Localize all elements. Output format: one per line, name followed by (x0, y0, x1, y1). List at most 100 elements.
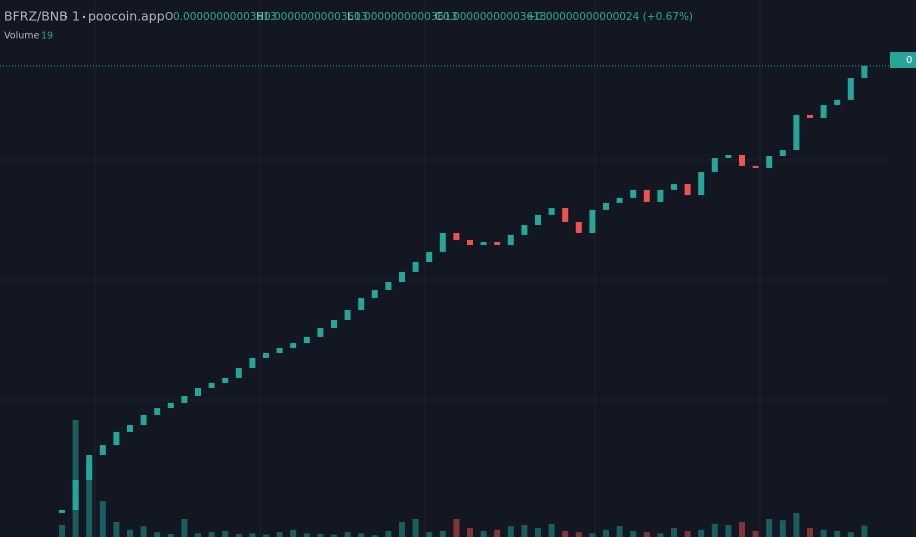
candle (208, 382, 215, 389)
volume-bar (331, 534, 337, 537)
volume-bar (834, 531, 841, 537)
volume-bar (399, 522, 405, 537)
volume-bar (643, 532, 650, 537)
ohlc-key: L (347, 11, 353, 23)
candle (820, 105, 827, 119)
candle (793, 114, 800, 151)
candle (371, 290, 378, 299)
candle (603, 202, 609, 210)
volume-bar (358, 533, 365, 537)
volume-bar (371, 535, 378, 537)
candle (480, 241, 487, 246)
candle (303, 336, 310, 344)
volume-bar (195, 533, 201, 537)
candle (467, 240, 473, 246)
volume-bar (249, 533, 256, 537)
candle (113, 431, 120, 446)
candle (290, 343, 297, 349)
volume-bar (99, 501, 106, 537)
candle (99, 445, 106, 455)
candle (317, 327, 324, 337)
candle (426, 251, 433, 262)
volume-bar (167, 534, 174, 537)
price-label-box (890, 52, 916, 68)
candle (630, 189, 637, 198)
candle (59, 509, 65, 513)
volume-bar (181, 519, 188, 537)
ohlc-value: 0.00000000003613 (173, 11, 277, 23)
candle (453, 233, 460, 241)
ohlc-key: C (435, 11, 442, 23)
volume-bar (86, 465, 93, 537)
volume-bar (154, 532, 161, 537)
candle (195, 388, 201, 397)
candle (331, 319, 337, 328)
candle (494, 241, 501, 246)
candle (711, 158, 718, 172)
ohlc-key: H (256, 11, 264, 23)
volume-bar (385, 531, 392, 537)
candle (127, 425, 133, 432)
volume-bar (684, 531, 691, 537)
candle (684, 183, 691, 196)
volume-bar (317, 534, 324, 537)
candle (222, 377, 229, 383)
volume-label: Volume (4, 31, 39, 42)
candle (181, 396, 188, 403)
candle (249, 357, 256, 369)
volume-bar (739, 522, 745, 537)
candle (276, 348, 283, 353)
candle (766, 155, 773, 168)
candle (167, 402, 174, 409)
volume-bar (59, 525, 65, 537)
candle (86, 454, 93, 480)
separator (82, 15, 86, 19)
candle (752, 165, 759, 168)
volume-bar (589, 533, 596, 537)
candle (589, 209, 596, 234)
candle (72, 479, 79, 510)
volume-bar (344, 532, 351, 537)
volume-bar (725, 525, 732, 537)
grid (0, 0, 890, 537)
volume-bar (616, 526, 623, 537)
candle (657, 189, 664, 202)
candle (385, 282, 392, 291)
ohlc-value: 0.00000000003613 (264, 11, 368, 23)
candle (399, 271, 405, 283)
volume-bar (766, 519, 773, 537)
volume-bar (127, 529, 133, 537)
candle (725, 155, 732, 159)
candle (521, 224, 528, 235)
candle (643, 189, 650, 202)
volume-bar (208, 532, 215, 537)
candle (575, 221, 582, 234)
change: +0.00000000000024 (+0.67%) (527, 11, 693, 23)
ohlc-value: 0.00000000003613 (354, 11, 458, 23)
volume-bar (426, 532, 433, 537)
volume-bar (711, 523, 718, 537)
volume-bar (698, 529, 705, 537)
candle (616, 197, 623, 203)
candle (807, 114, 813, 119)
volume-bar (861, 525, 868, 537)
volume-bar (439, 531, 446, 537)
candle (739, 155, 745, 166)
volume-bar (453, 519, 460, 537)
volume-bar (263, 534, 269, 537)
candle (344, 310, 351, 320)
candle (698, 171, 705, 196)
separator (64, 15, 68, 19)
volume-bar (603, 529, 609, 537)
volume-bar (657, 533, 664, 537)
candle (834, 99, 841, 106)
candle (154, 408, 161, 415)
volume-bar (290, 529, 297, 537)
candle (358, 298, 365, 311)
volume-bar (494, 529, 501, 537)
interval: 1 (72, 9, 80, 24)
volume-bar (575, 532, 582, 537)
price-label: 0 (906, 55, 912, 66)
